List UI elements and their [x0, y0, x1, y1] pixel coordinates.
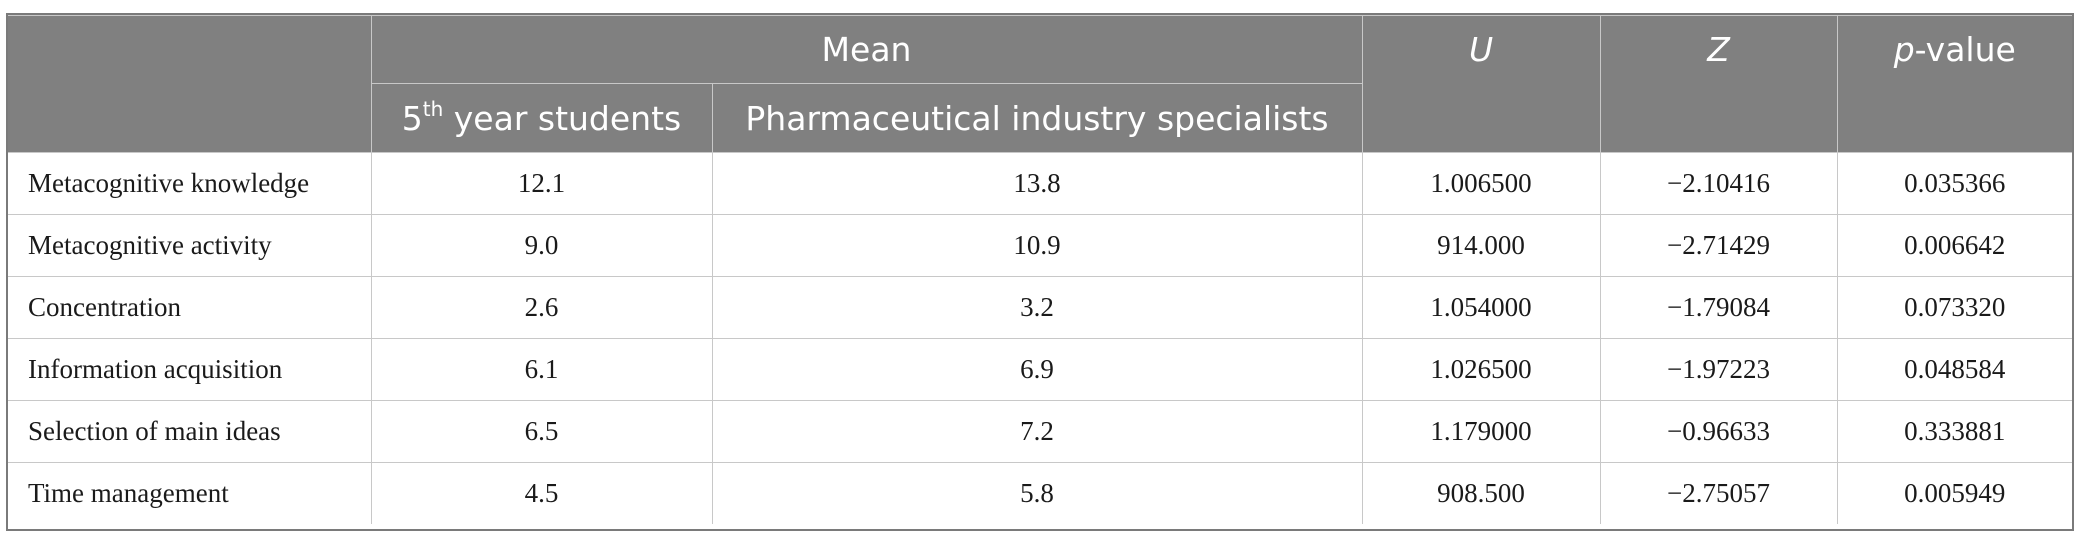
table-row: Metacognitive activity 9.0 10.9 914.000 …	[8, 214, 2073, 277]
p-value: 0.006642	[1836, 214, 2073, 277]
p-value: 0.048584	[1836, 338, 2073, 401]
header-p-italic: p	[1893, 30, 1915, 69]
header-u-label: U	[1468, 30, 1494, 69]
header-students-rest: year students	[443, 98, 682, 138]
z-value: −0.96633	[1599, 400, 1838, 463]
table-row: Metacognitive knowledge 12.1 13.8 1.0065…	[8, 152, 2073, 215]
p-value: 0.035366	[1836, 152, 2073, 215]
table-row: Selection of main ideas 6.5 7.2 1.179000…	[8, 400, 2073, 463]
results-table: Mean U Z p-value 5th year students Pharm…	[8, 15, 2073, 524]
z-value: −2.75057	[1599, 462, 1838, 524]
u-value: 908.500	[1361, 462, 1601, 524]
p-value: 0.073320	[1836, 276, 2073, 339]
row-label: Metacognitive knowledge	[8, 152, 372, 215]
specialists-mean: 5.8	[711, 462, 1363, 524]
u-value: 1.179000	[1361, 400, 1601, 463]
p-value: 0.333881	[1836, 400, 2073, 463]
u-value: 1.054000	[1361, 276, 1601, 339]
specialists-mean: 3.2	[711, 276, 1363, 339]
u-value: 1.006500	[1361, 152, 1601, 215]
header-u: U	[1361, 15, 1601, 153]
z-value: −1.79084	[1599, 276, 1838, 339]
table-row: Time management 4.5 5.8 908.500 −2.75057…	[8, 462, 2073, 524]
students-mean: 6.1	[370, 338, 713, 401]
table-row: Concentration 2.6 3.2 1.054000 −1.79084 …	[8, 276, 2073, 339]
header-z-label: Z	[1707, 30, 1730, 69]
table-frame	[6, 13, 2074, 531]
u-value: 914.000	[1361, 214, 1601, 277]
specialists-mean: 10.9	[711, 214, 1363, 277]
header-students-sup: th	[422, 96, 444, 121]
p-value: 0.005949	[1836, 462, 2073, 524]
students-mean: 6.5	[370, 400, 713, 463]
z-value: −1.97223	[1599, 338, 1838, 401]
specialists-mean: 13.8	[711, 152, 1363, 215]
header-p-rest: -value	[1914, 30, 2016, 69]
table-row: Information acquisition 6.1 6.9 1.026500…	[8, 338, 2073, 401]
u-value: 1.026500	[1361, 338, 1601, 401]
row-label: Metacognitive activity	[8, 214, 372, 277]
row-label: Selection of main ideas	[8, 400, 372, 463]
z-value: −2.10416	[1599, 152, 1838, 215]
students-mean: 12.1	[370, 152, 713, 215]
z-value: −2.71429	[1599, 214, 1838, 277]
header-students-base: 5	[401, 98, 423, 138]
students-mean: 4.5	[370, 462, 713, 524]
header-empty-cell	[8, 15, 372, 153]
students-mean: 9.0	[370, 214, 713, 277]
students-mean: 2.6	[370, 276, 713, 339]
header-z: Z	[1599, 15, 1838, 153]
header-specialists: Pharmaceutical industry specialists	[711, 83, 1363, 153]
header-students: 5th year students	[371, 83, 713, 153]
header-p-value: p-value	[1836, 15, 2073, 153]
row-label: Concentration	[8, 276, 372, 339]
specialists-mean: 7.2	[711, 400, 1363, 463]
specialists-mean: 6.9	[711, 338, 1363, 401]
row-label: Information acquisition	[8, 338, 372, 401]
header-mean: Mean	[370, 15, 1363, 84]
row-label: Time management	[8, 462, 372, 524]
